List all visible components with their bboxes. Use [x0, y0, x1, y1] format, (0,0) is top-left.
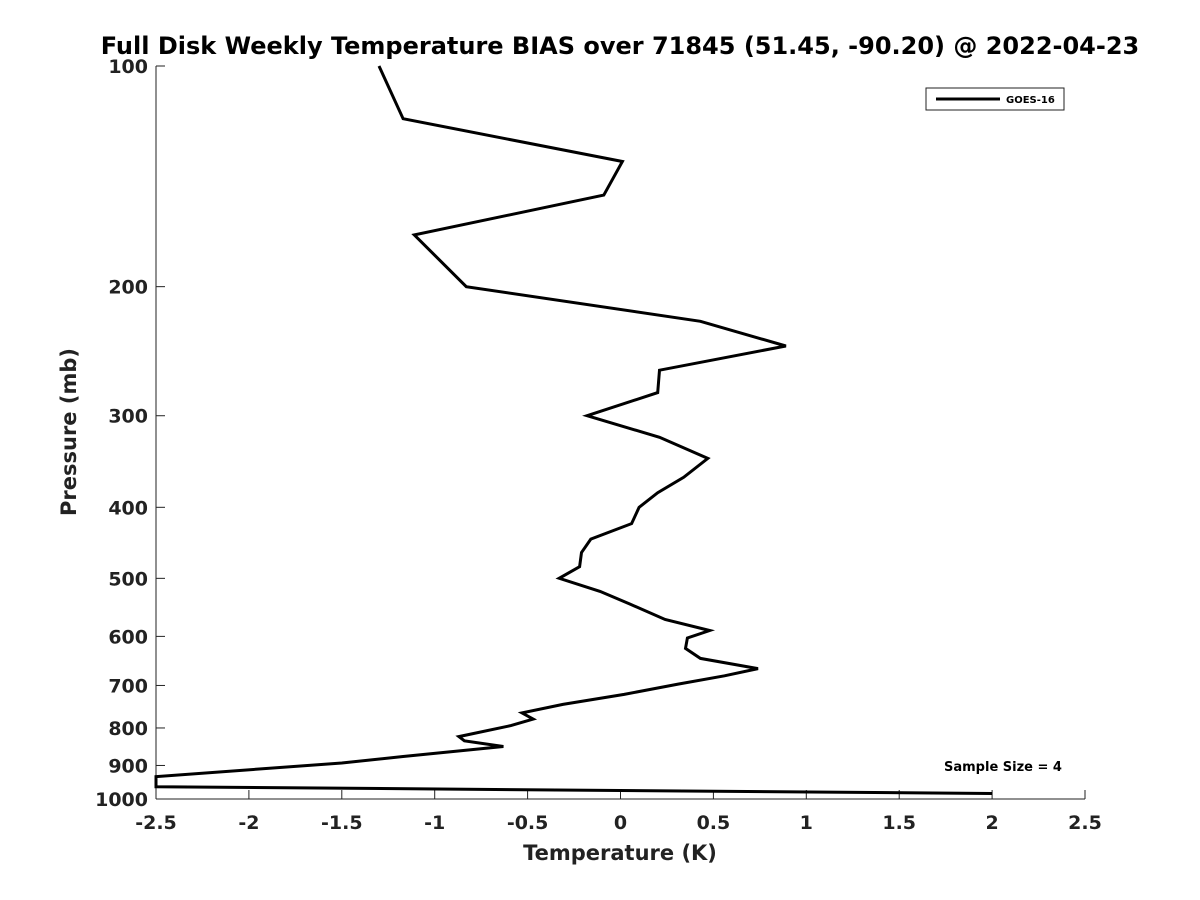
y-ticks: 100 200 300 400 500 600 700 800 900 1000: [95, 56, 165, 811]
y-tick-label: 400: [108, 497, 148, 519]
x-ticks: -2.5 -2 -1.5 -1 -0.5 0 0.5 1 1.5 2 2.5: [135, 790, 1102, 834]
sample-size-annotation: Sample Size = 4: [944, 760, 1062, 775]
x-tick-label: 2.5: [1068, 812, 1102, 834]
y-tick-label: 800: [108, 718, 148, 740]
x-tick-label: 1: [800, 812, 813, 834]
x-tick-label: -2: [238, 812, 259, 834]
y-tick-label: 600: [108, 626, 148, 648]
y-axis-label: Pressure (mb): [57, 348, 81, 516]
x-tick-label: 0: [614, 812, 627, 834]
x-axis-label: Temperature (K): [523, 841, 717, 865]
legend: GOES-16: [925, 87, 1065, 111]
y-tick-label: 500: [108, 568, 148, 590]
y-tick-label: 1000: [95, 789, 148, 811]
x-tick-label: 2: [985, 812, 998, 834]
y-tick-label: 900: [108, 755, 148, 777]
x-tick-label: -2.5: [135, 812, 177, 834]
series-line-goes-16: [154, 65, 993, 795]
y-tick-label: 200: [108, 277, 148, 299]
y-tick-label: 700: [108, 675, 148, 697]
chart-title: Full Disk Weekly Temperature BIAS over 7…: [101, 32, 1140, 60]
series-layer: [154, 65, 993, 795]
legend-entry-label: GOES-16: [1006, 95, 1055, 106]
x-tick-label: 1.5: [882, 812, 916, 834]
y-tick-label: 300: [108, 406, 148, 428]
x-tick-label: -1: [424, 812, 445, 834]
x-tick-label: -1.5: [321, 812, 363, 834]
x-tick-label: -0.5: [507, 812, 549, 834]
x-tick-label: 0.5: [697, 812, 731, 834]
y-tick-label: 100: [108, 56, 148, 78]
